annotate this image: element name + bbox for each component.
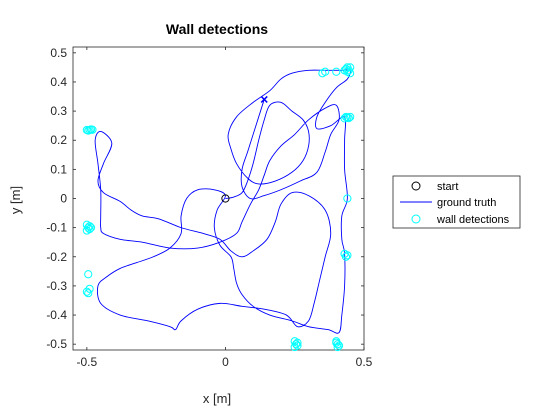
wall-detection-point <box>346 63 355 72</box>
wall-detection-point <box>343 251 352 260</box>
y-tick-label: -0.5 <box>46 337 67 351</box>
y-tick-label: -0.2 <box>46 250 67 264</box>
y-tick-label: -0.3 <box>46 279 67 293</box>
legend-ground-truth-label: ground truth <box>437 197 496 209</box>
y-tick-label: 0.5 <box>50 46 67 60</box>
x-tick-label: 0.5 <box>356 355 373 369</box>
wall-detection-point <box>293 338 302 347</box>
end-x-marker <box>260 95 268 103</box>
legend-start-label: start <box>437 181 458 193</box>
x-axis-label: x [m] <box>203 391 231 406</box>
ground-truth-trajectory <box>94 69 351 334</box>
plot-area: -0.5 0 0.5 -0.5 -0.4 -0.3 -0.2 -0.1 0 0.1 0.2 0.3 0… <box>46 46 372 369</box>
wall-detection-point <box>341 252 351 261</box>
wall-detection-point <box>84 126 93 135</box>
y-axis-ticks: -0.5 -0.4 -0.3 -0.2 -0.1 0 0.1 0.2 0.3 0.4 0.5 <box>46 46 364 351</box>
plot-frame <box>72 46 365 351</box>
legend: start ground truth wall detections <box>392 175 521 229</box>
wall-detection-point <box>85 284 94 293</box>
x-axis-ticks: -0.5 0 0.5 <box>77 47 373 369</box>
wall-detection-point <box>84 270 93 279</box>
wall-detection-point <box>343 194 352 203</box>
wall-detection-point <box>332 338 341 347</box>
wall-detection-point <box>290 342 299 352</box>
wall-detection-point <box>334 341 344 350</box>
wall-detection-point <box>86 223 96 232</box>
wall-detection-point <box>346 112 355 122</box>
wall-detection-point <box>82 226 91 235</box>
legend-wall-detections-label: wall detections <box>436 214 510 226</box>
y-axis-label: y [m] <box>8 186 23 214</box>
chart-title: Wall detections <box>166 21 268 37</box>
y-tick-label: -0.1 <box>46 221 67 235</box>
wall-detection-point <box>344 113 353 123</box>
wall-detection-point <box>333 342 342 352</box>
x-tick-label: 0 <box>222 355 229 369</box>
x-tick-label: -0.5 <box>77 355 98 369</box>
wall-detection-point <box>321 67 330 76</box>
markers <box>82 63 355 352</box>
y-tick-label: 0.3 <box>50 104 67 118</box>
wall-detection-point <box>85 222 94 231</box>
y-tick-label: 0 <box>60 192 67 206</box>
ground-truth-line <box>94 69 351 334</box>
y-tick-label: 0.4 <box>50 75 67 89</box>
wall-detection-point <box>332 67 341 76</box>
legend-wall-detections-marker <box>411 214 421 224</box>
start-marker <box>221 194 230 203</box>
wall-detection-point <box>88 125 97 134</box>
legend-start-marker <box>411 181 421 191</box>
y-tick-label: 0.1 <box>50 162 67 176</box>
wall-detection-point <box>343 67 352 76</box>
y-tick-label: -0.4 <box>46 308 67 322</box>
wall-detection-point <box>82 287 91 296</box>
wall-detection-point <box>333 340 342 349</box>
wall-detection-point <box>84 289 93 298</box>
y-tick-label: 0.2 <box>50 133 67 147</box>
